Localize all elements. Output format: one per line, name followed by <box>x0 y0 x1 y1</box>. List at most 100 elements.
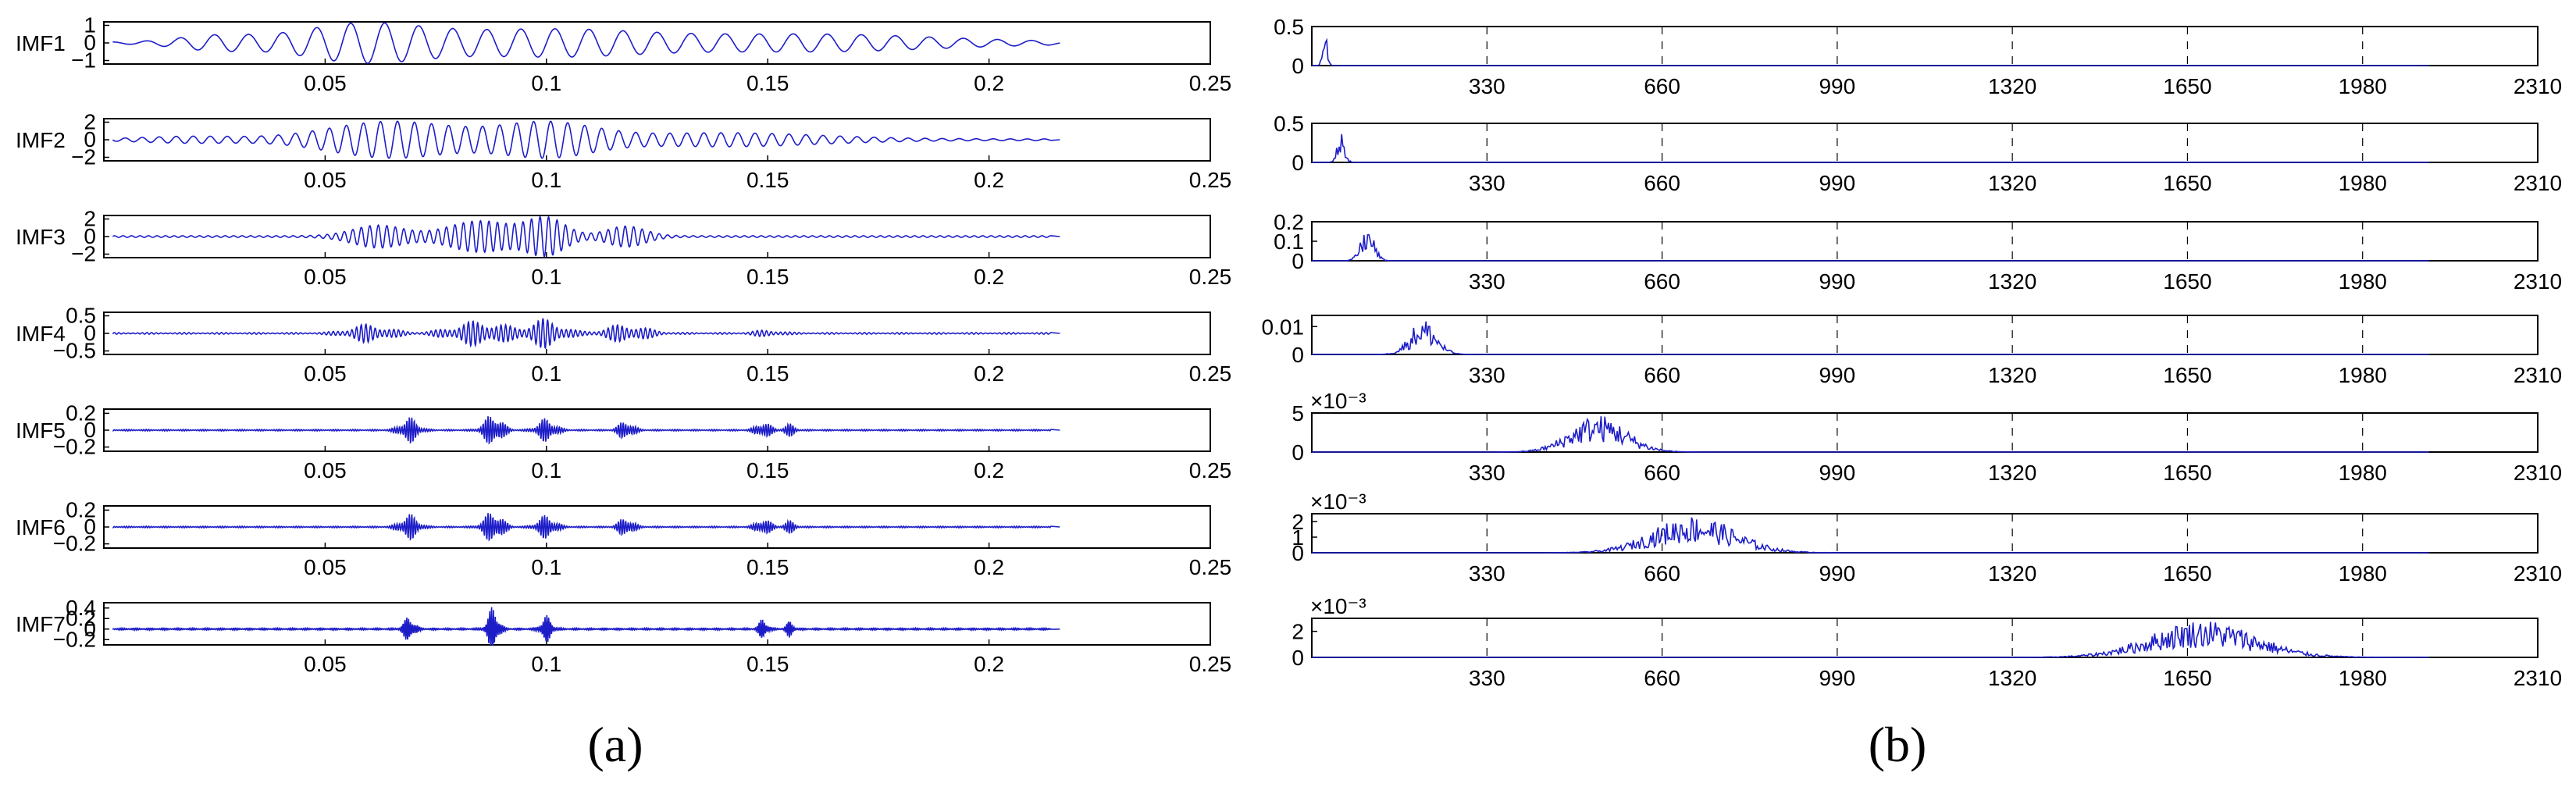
x-tick-label: 0.1 <box>531 361 561 386</box>
x-tick-label: 2310 <box>2514 269 2562 294</box>
x-tick-label: 990 <box>1819 74 1855 98</box>
x-tick-label: 990 <box>1819 461 1855 485</box>
x-tick-label: 990 <box>1819 363 1855 387</box>
x-tick-label: 0.05 <box>304 265 347 289</box>
spectrum-row-2: 330 660 990 1320 1650 1980 2310 0.5 0 <box>1274 112 2562 195</box>
x-tick-label: 0.15 <box>746 652 789 676</box>
imf-signal-line <box>112 607 1060 646</box>
y-tick-label: 0 <box>1292 440 1304 465</box>
imf-row-2: IMF2 20−2 0.05 0.1 0.15 0.2 0.25 <box>16 110 1231 193</box>
x-tick-label: 0.15 <box>746 458 789 482</box>
x-tick-label: 990 <box>1819 269 1855 294</box>
plot-frame <box>1311 26 2539 66</box>
x-tick-label: 1320 <box>1988 666 2036 690</box>
x-tick-label: 0.1 <box>531 458 561 482</box>
y-tick-label: 5 <box>1292 401 1304 425</box>
x-tick-label: 330 <box>1469 461 1505 485</box>
x-tick-label: 330 <box>1469 269 1505 294</box>
x-tick-label: 330 <box>1469 171 1505 195</box>
x-tick-label: 660 <box>1644 561 1680 586</box>
plot-frame <box>1311 618 2539 658</box>
y-tick-label: 0 <box>1292 249 1304 273</box>
x-tick-label: 1650 <box>2163 461 2211 485</box>
y-tick-label: 0 <box>1292 541 1304 565</box>
y-tick-label: 0.2 <box>66 606 96 630</box>
y-tick-label: 0 <box>84 321 96 345</box>
x-tick-label: 0.2 <box>974 555 1004 579</box>
y-tick-label: −0.5 <box>53 339 96 363</box>
spectrum-row-1: 330 660 990 1320 1650 1980 2310 0.5 0 <box>1274 15 2562 98</box>
spectrum-row-6: 330 660 990 1320 1650 1980 2310 210 ×10⁻³ <box>1292 490 2562 586</box>
x-tick-label: 0.1 <box>531 71 561 95</box>
y-tick-label: 0 <box>1292 54 1304 78</box>
series-label: IMF3 <box>16 225 66 249</box>
y-tick-label: 0 <box>84 617 96 641</box>
x-tick-label: 0.2 <box>974 71 1004 95</box>
x-tick-label: 660 <box>1644 666 1680 690</box>
x-tick-label: 0.2 <box>974 652 1004 676</box>
x-tick-label: 0.15 <box>746 168 789 192</box>
series-label: IMF6 <box>16 515 66 539</box>
spectrum-row-7: 330 660 990 1320 1650 1980 2310 20 ×10⁻³ <box>1292 594 2562 690</box>
series-label: IMF2 <box>16 128 66 152</box>
plot-frame <box>1311 123 2539 163</box>
x-tick-label: 2310 <box>2514 74 2562 98</box>
y-tick-label: 0 <box>84 30 96 55</box>
x-tick-label: 2310 <box>2514 561 2562 586</box>
x-tick-label: 1980 <box>2339 171 2387 195</box>
x-tick-label: 1320 <box>1988 561 2036 586</box>
imf-signal-line <box>112 513 1060 542</box>
spectrum-row-4: 330 660 990 1320 1650 1980 2310 0.01 0 <box>1262 315 2562 387</box>
plot-frame <box>1311 315 2539 355</box>
x-tick-label: 1980 <box>2339 269 2387 294</box>
y-tick-label: 0 <box>1292 646 1304 670</box>
x-tick-label: 0.05 <box>304 71 347 95</box>
x-tick-label: 0.2 <box>974 361 1004 386</box>
x-tick-label: 2310 <box>2514 666 2562 690</box>
series-label: IMF7 <box>16 612 66 636</box>
y-tick-label: 0 <box>84 514 96 539</box>
spectrum-line <box>1312 321 2429 355</box>
x-tick-label: 0.05 <box>304 458 347 482</box>
spectrum-line <box>1312 233 2429 262</box>
y-tick-label: −0.2 <box>53 532 96 556</box>
x-tick-label: 1980 <box>2339 561 2387 586</box>
spectrum-line <box>1312 37 2429 66</box>
y-tick-label: 0.4 <box>66 596 96 620</box>
y-tick-label: 0.2 <box>1274 210 1304 234</box>
y-tick-label: 0 <box>84 224 96 248</box>
y-tick-label: 1 <box>1292 525 1304 550</box>
plot-frame <box>103 21 1211 65</box>
x-tick-label: 660 <box>1644 363 1680 387</box>
x-tick-label: 330 <box>1469 74 1505 98</box>
x-tick-label: 1650 <box>2163 74 2211 98</box>
caption-b: (b) <box>1869 717 1927 772</box>
spectrum-line <box>1312 621 2429 658</box>
y-tick-label: 0.01 <box>1262 315 1305 339</box>
y-tick-label: 2 <box>1292 620 1304 644</box>
x-tick-label: 0.1 <box>531 555 561 579</box>
x-tick-label: 990 <box>1819 666 1855 690</box>
spectrum-row-5: 330 660 990 1320 1650 1980 2310 5 0 ×10⁻³ <box>1292 389 2562 485</box>
y-tick-label: 2 <box>84 207 96 231</box>
y-tick-label: 0.1 <box>1274 230 1304 254</box>
y-tick-label: 2 <box>1292 510 1304 534</box>
y-tick-label: 0.5 <box>66 304 96 328</box>
x-tick-label: 0.1 <box>531 265 561 289</box>
x-tick-label: 0.25 <box>1189 555 1232 579</box>
series-label: IMF5 <box>16 418 66 443</box>
x-tick-label: 0.2 <box>974 265 1004 289</box>
x-tick-label: 1650 <box>2163 363 2211 387</box>
series-label: IMF1 <box>16 31 66 55</box>
imf-row-3: IMF3 20−2 0.05 0.1 0.15 0.2 0.25 <box>16 207 1231 290</box>
y-tick-label: 0 <box>1292 343 1304 367</box>
x-tick-label: 0.05 <box>304 555 347 579</box>
x-tick-label: 2310 <box>2514 171 2562 195</box>
y-tick-label: 0 <box>1292 151 1304 175</box>
imf-signal-line <box>112 120 1060 159</box>
